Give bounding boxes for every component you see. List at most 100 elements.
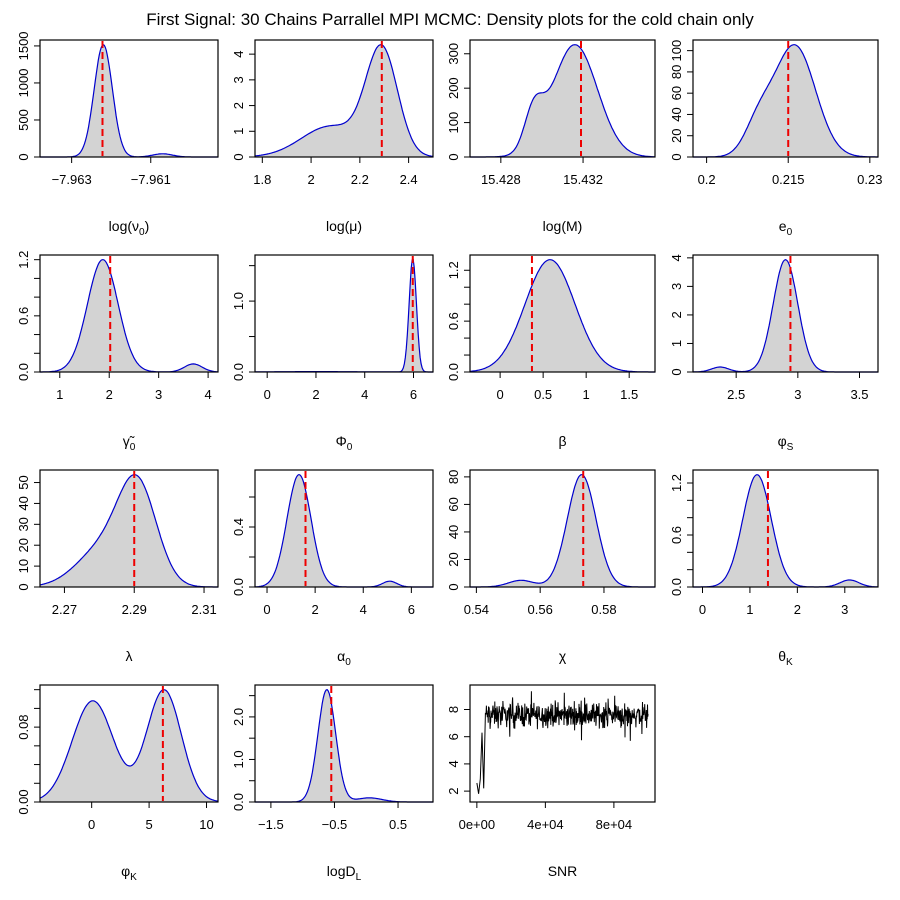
x-tick-label: 0.58 [591,602,616,617]
density-fill [693,259,878,372]
x-tick-label: 2 [794,602,801,617]
density-fill [470,474,655,587]
y-tick-label: 0 [16,583,31,590]
panel-12: 0 1 2 3 0.0 0.6 1.2 θK [669,469,879,668]
x-tick-label: 10 [199,817,213,832]
x-tick-label: 15.428 [481,172,521,187]
density-fill [255,259,433,372]
x-tick-label: −0.5 [322,817,348,832]
y-tick-label: 4 [669,254,684,261]
y-tick-label: 300 [446,43,461,65]
density-curve [40,259,218,373]
x-tick-label: 3 [155,387,162,402]
y-tick-label: 0 [669,368,684,375]
y-tick-label: 10 [16,559,31,573]
y-tick-label: 50 [16,475,31,489]
x-axis-label: SNR [548,863,578,879]
x-axis-label: φS [778,433,794,453]
x-tick-label: 0 [496,387,503,402]
x-tick-label: −7.961 [131,172,171,187]
density-fill [40,689,218,802]
y-tick-label: 1 [231,128,246,135]
panel-3: 15.428 15.432 0 100 200 300 log(M) [446,39,656,234]
plot-frame [254,254,434,373]
plot-frame [469,254,656,373]
x-tick-label: 6 [410,387,417,402]
x-tick-label: 0.5 [534,387,552,402]
x-tick-label: 2 [312,387,319,402]
x-axis-label: φK [121,863,137,883]
plot-frame [39,254,219,373]
density-curve [693,474,878,588]
panel-2: 1.8 2 2.2 2.4 0 1 2 3 4 log(μ) [231,39,434,234]
plot-frame [692,39,879,158]
density-curve [470,44,655,158]
y-tick-label: 0 [446,583,461,590]
x-tick-label: 0.56 [528,602,553,617]
plot-frame [254,39,434,158]
y-tick-label: 1 [669,340,684,347]
panel-11: 0.54 0.56 0.58 0 20 40 60 80 χ [446,469,656,664]
panel-7: 0 0.5 1 1.5 0.0 0.6 1.2 β [446,254,656,449]
y-tick-label: 0 [16,153,31,160]
y-tick-label: 0.0 [16,363,31,381]
y-tick-label: 40 [446,525,461,539]
x-axis-label: χ [559,648,567,664]
x-tick-label: 4 [361,387,368,402]
x-tick-label: −7.963 [52,172,92,187]
y-tick-label: 0.08 [16,714,31,739]
x-tick-label: 0.5 [389,817,407,832]
panel-14: −1.5 −0.5 0.5 0.0 1.0 2.0 logDL [231,684,434,883]
panel-8: 2.5 3 3.5 0 1 2 3 4 φS [669,254,879,453]
plot-frame [254,684,434,803]
density-curve [39,474,218,588]
y-tick-label: 0 [669,153,684,160]
x-tick-label: 0e+00 [459,817,496,832]
y-tick-label: 20 [446,552,461,566]
density-fill [255,44,433,158]
x-tick-label: 0 [263,602,270,617]
panel-6: 0 2 4 6 0.0 1.0 Φ0 [231,254,434,453]
y-tick-label: 2.0 [231,708,246,726]
y-tick-label: 100 [446,112,461,134]
x-tick-label: 2 [312,602,319,617]
density-fill [693,474,878,587]
x-tick-label: 3 [794,387,801,402]
x-tick-label: 4e+04 [527,817,564,832]
density-fill [40,44,218,158]
x-tick-label: 2.27 [52,602,77,617]
density-curve [255,689,433,803]
y-tick-label: 80 [669,65,684,79]
x-tick-label: 8e+04 [596,817,633,832]
y-tick-label: 60 [446,497,461,511]
plot-frame [692,254,879,373]
x-axis-label: λ [126,648,133,664]
y-tick-label: 1.0 [231,750,246,768]
snr-trace [476,691,649,794]
density-curve [40,44,218,158]
y-tick-label: 0.6 [16,307,31,325]
y-tick-label: 20 [669,128,684,142]
x-axis-label: e0 [779,218,793,238]
x-tick-label: 2.31 [191,602,216,617]
panel-9: 2.27 2.29 2.31 0 10 20 30 40 50 λ [16,469,219,664]
y-tick-label: 80 [446,470,461,484]
y-tick-label: 40 [16,496,31,510]
x-tick-label: 1.5 [620,387,638,402]
y-tick-label: 0.4 [231,518,246,536]
x-tick-label: 1 [583,387,590,402]
plot-frame [39,39,219,158]
x-tick-label: 15.432 [563,172,603,187]
panel-4: 0.2 0.215 0.23 0 20 40 60 80 100 e0 [669,39,882,238]
x-tick-label: 0.215 [772,172,805,187]
y-tick-label: 100 [669,40,684,62]
x-tick-label: 2.5 [727,387,745,402]
plot-frame [469,684,656,803]
density-curve [470,474,655,588]
x-tick-label: 5 [145,817,152,832]
plot-frame [39,469,219,588]
density-curve [470,259,655,373]
y-tick-label: 8 [446,706,461,713]
y-tick-label: 1.2 [669,474,684,492]
